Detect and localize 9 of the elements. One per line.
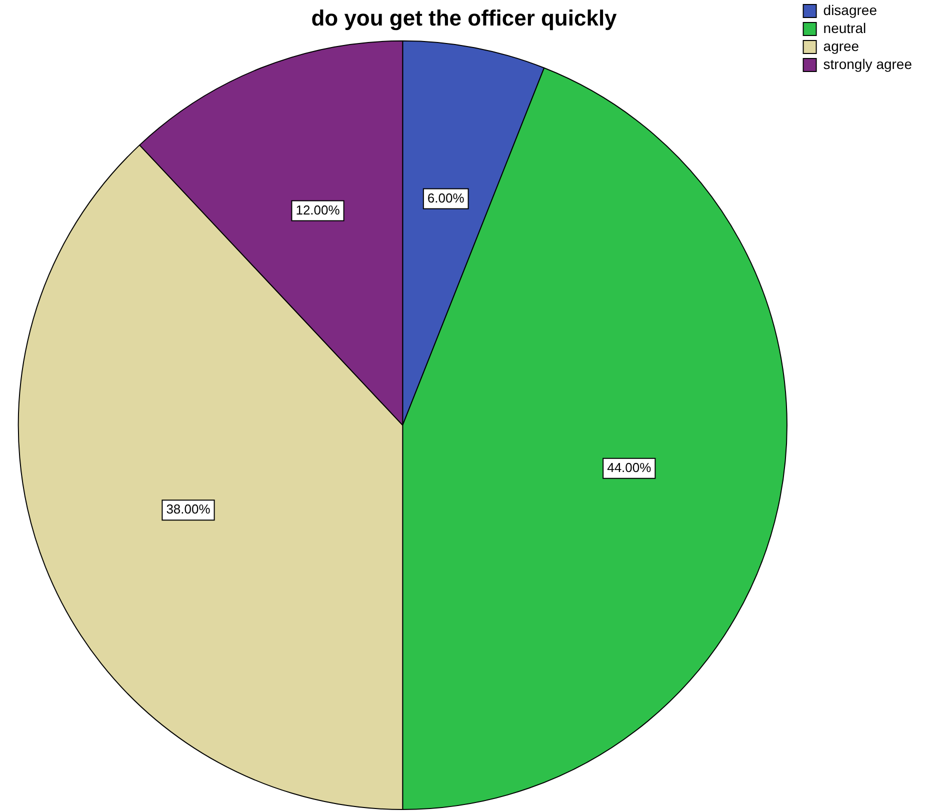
data-label: 44.00% — [607, 460, 652, 475]
data-label: 12.00% — [296, 202, 340, 218]
data-label: 6.00% — [427, 190, 465, 206]
chart-title: do you get the officer quickly — [311, 5, 618, 30]
legend-label: disagree — [823, 2, 878, 18]
legend-label: agree — [823, 38, 860, 54]
legend-label: neutral — [823, 20, 866, 36]
legend-label: strongly agree — [823, 56, 912, 72]
data-label: 38.00% — [166, 502, 211, 517]
